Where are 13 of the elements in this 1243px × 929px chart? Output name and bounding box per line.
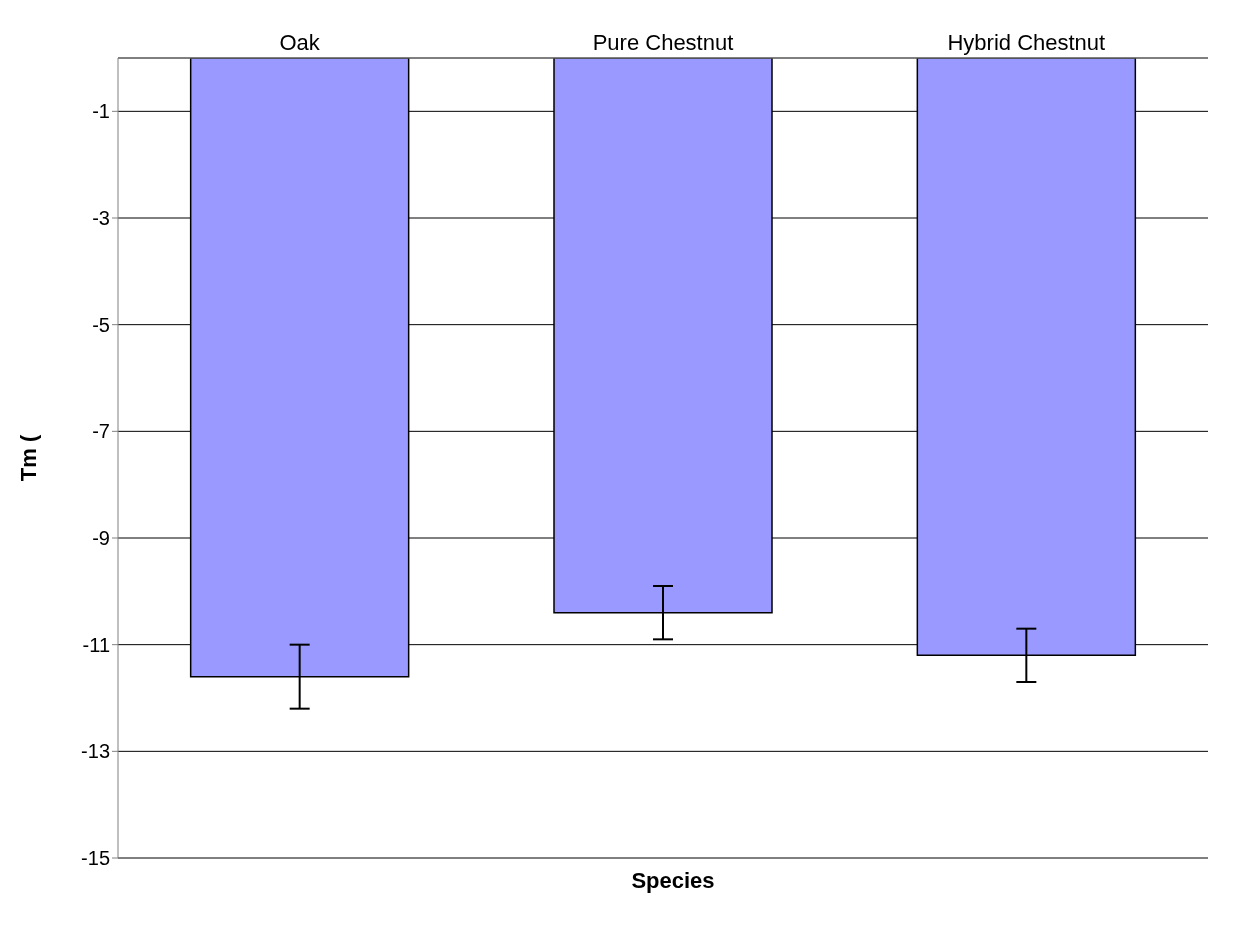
x-tick-label: Hybrid Chestnut bbox=[947, 30, 1106, 55]
x-tick-label: Oak bbox=[279, 30, 321, 55]
y-tick-label: -15 bbox=[81, 847, 110, 870]
x-axis-title: Species bbox=[630, 868, 716, 894]
y-axis-title: Tm ( bbox=[15, 434, 41, 482]
x-tick-label: Pure Chestnut bbox=[592, 30, 734, 55]
y-tick-label: -3 bbox=[92, 207, 110, 230]
y-tick-label: -5 bbox=[92, 313, 110, 336]
y-tick-label: -1 bbox=[92, 100, 110, 123]
y-tick-label: -7 bbox=[92, 420, 110, 443]
y-tick-label: -13 bbox=[81, 740, 110, 763]
y-tick-label: -11 bbox=[82, 633, 110, 656]
y-tick-label: -9 bbox=[92, 527, 110, 550]
